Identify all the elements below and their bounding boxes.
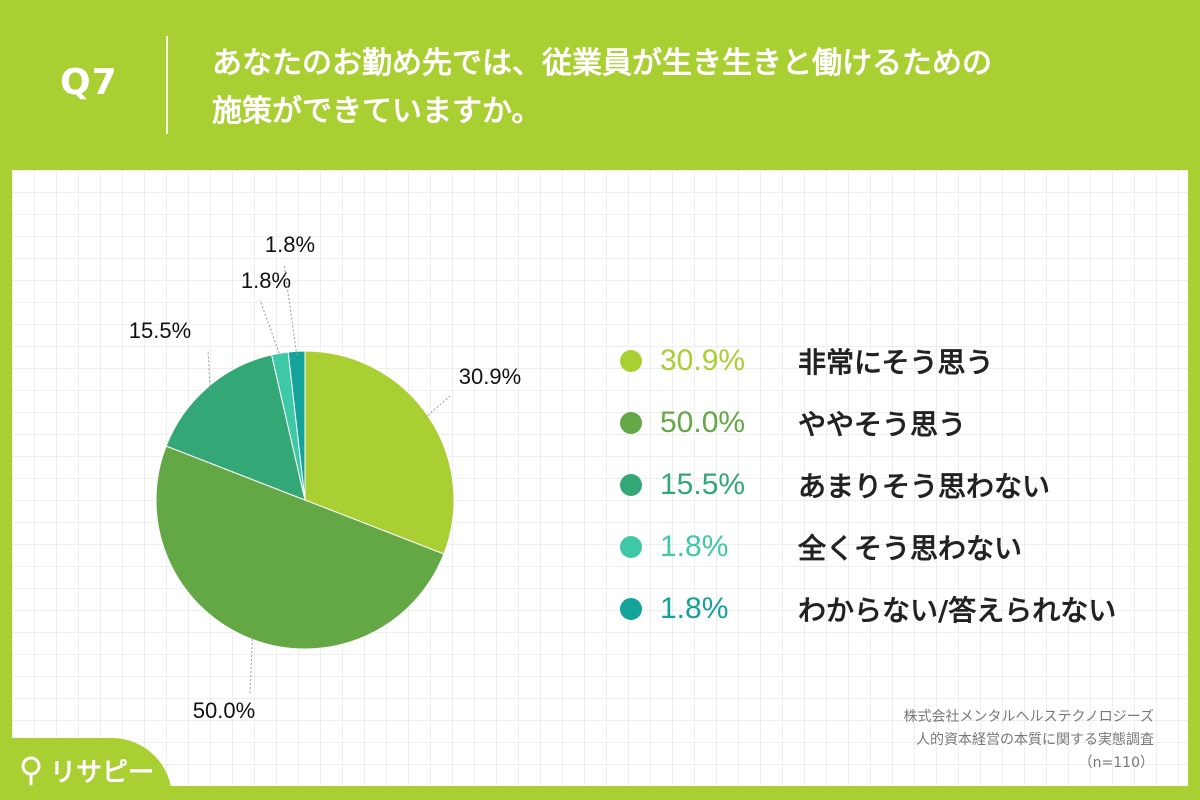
question-number: Q7 (60, 62, 118, 103)
pie-chart: 30.9% 50.0% 15.5% 1.8% 1.8% (129, 232, 521, 723)
question-title: あなたのお勤め先では、従業員が生き生きと働けるための 施策ができていますか。 (212, 40, 1172, 136)
legend-label: あまりそう思わない (798, 470, 1051, 503)
leader-line (424, 395, 451, 419)
header-divider (166, 36, 168, 134)
pie-slice (287, 350, 306, 501)
legend-item: 15.5% あまりそう思わない (620, 454, 1180, 516)
question-title-line1: あなたのお勤め先では、従業員が生き生きと働けるための (212, 46, 992, 81)
legend-item: 1.8% 全くそう思わない (620, 516, 1180, 578)
pie-slice (155, 445, 445, 650)
logo-text: リサピー (50, 758, 155, 788)
legend-swatch (620, 474, 642, 496)
legend-percent: 1.8% (660, 592, 729, 625)
legend-item: 30.9% 非常にそう思う (620, 330, 1180, 392)
data-label: 1.8% (265, 232, 315, 257)
source-note: 株式会社メンタルヘルステクノロジーズ 人的資本経営の本質に関する実態調査 （n=… (904, 706, 1154, 775)
leader-line (259, 299, 281, 358)
legend-swatch (620, 598, 642, 620)
source-line2: 人的資本経営の本質に関する実態調査 (916, 732, 1154, 748)
data-label: 50.0% (193, 698, 255, 723)
leader-line (249, 635, 253, 695)
legend-percent: 1.8% (660, 530, 729, 563)
legend-swatch (620, 412, 642, 434)
data-label: 1.8% (241, 268, 291, 293)
data-label: 15.5% (129, 318, 191, 343)
legend-percent: 50.0% (660, 406, 746, 439)
pie-slice (165, 354, 306, 501)
legend-percent: 30.9% (660, 344, 746, 377)
legend-label: 全くそう思わない (798, 532, 1023, 565)
legend-label: ややそう思う (798, 408, 967, 441)
legend-swatch (620, 350, 642, 372)
legend-label: わからない/答えられない (798, 594, 1117, 627)
legend-swatch (620, 536, 642, 558)
pie-slice (304, 350, 455, 555)
logo-area: リサピー (0, 738, 172, 800)
question-title-line2: 施策ができていますか。 (212, 94, 542, 129)
legend: 30.9% 非常にそう思う 50.0% ややそう思う 15.5% あまりそう思わない 1.8… (620, 330, 1180, 640)
leader-line (207, 349, 211, 391)
data-label: 30.9% (459, 364, 521, 389)
legend-percent: 15.5% (660, 468, 746, 501)
source-line1: 株式会社メンタルヘルステクノロジーズ (903, 709, 1154, 725)
logo: リサピー (18, 752, 154, 789)
legend-item: 1.8% わからない/答えられない (620, 578, 1180, 640)
leader-line (283, 263, 298, 356)
legend-item: 50.0% ややそう思う (620, 392, 1180, 454)
pin-icon (21, 756, 41, 785)
header: Q7 あなたのお勤め先では、従業員が生き生きと働けるための 施策ができていますか… (0, 0, 1200, 170)
chart-panel: 30.9% 50.0% 15.5% 1.8% 1.8% 30.9% 非常にそう思う 50.0… (12, 170, 1188, 786)
legend-label: 非常にそう思う (798, 346, 994, 379)
source-line3: （n=110） (1078, 755, 1154, 771)
